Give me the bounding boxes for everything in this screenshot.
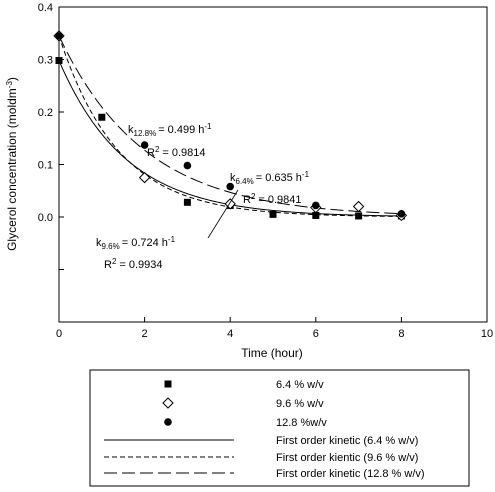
legend-entry-12-8: 12.8 %w/v: [164, 417, 327, 429]
annotation-9-6: k9.6% = 0.724 h-1 R2 = 0.9934: [96, 235, 176, 271]
data-points-layer: [53, 30, 408, 222]
legend-entry-fit-6-4: First order kinetic (6.4 % w/v): [104, 435, 418, 447]
legend-entry-fit-9-6: First order kientic (9.6 % w/v): [104, 452, 418, 464]
x-tick-label: 0: [56, 328, 62, 340]
legend-diamond-marker: [162, 397, 174, 409]
svg-text:R2= 0.9814: R2 = 0.9814: [147, 145, 206, 159]
x-axis-title: Time (hour): [241, 346, 303, 360]
legend-entry-fit-12-8: First order kinetic (12.8 % w/v): [104, 468, 425, 480]
data-point-diamond: [138, 171, 151, 184]
legend-box: [89, 369, 470, 487]
legend-entry-9-6: 9.6 % w/v: [162, 397, 324, 410]
data-point-circle: [140, 141, 149, 149]
data-point-square: [183, 198, 191, 206]
ticks-layer: 0 2 4 6 8 10 0.0 0.1 0.2 0.3 0.4: [38, 2, 493, 340]
annotation-6-4: k6.4% = 0.635 h-1 R2 = 0.9841: [207, 170, 310, 239]
x-tick-label: 6: [313, 328, 319, 340]
y-tick-label: 0.0: [38, 212, 53, 224]
legend-label: First order kinetic (6.4 % w/v): [276, 435, 418, 447]
data-point-circle: [397, 210, 406, 218]
data-point-square: [312, 211, 320, 219]
y-tick-label: 0.2: [38, 107, 53, 119]
x-tick-label: 2: [142, 328, 148, 340]
legend-label: First order kinetic (12.8 % w/v): [276, 468, 425, 480]
data-point-diamond: [352, 200, 365, 213]
x-tick-label: 8: [398, 328, 404, 340]
legend-label: 6.4 % w/v: [276, 379, 324, 391]
svg-text:R2= 0.9841: R2 = 0.9841: [243, 192, 302, 206]
data-point-circle: [183, 161, 192, 170]
svg-text:k6.4%= 0.635 h-1: k6.4% = 0.635 h-1: [230, 170, 310, 186]
legend-circle-marker: [164, 418, 172, 426]
data-point-square: [269, 210, 277, 218]
x-tick-label: 10: [481, 328, 493, 340]
legend-label: 9.6 % w/v: [276, 398, 324, 410]
y-axis-title: Glycerol concentration (moldm-3): [5, 77, 19, 251]
data-point-square: [55, 57, 63, 65]
svg-text:R2= 0.9934: R2 = 0.9934: [104, 257, 163, 271]
data-point-circle: [312, 201, 320, 210]
legend-square-marker: [164, 380, 172, 388]
data-point-square: [98, 113, 106, 121]
y-tick-label: 0.4: [38, 2, 53, 14]
y-tick-label: 0.1: [38, 160, 53, 172]
x-tick-label: 4: [227, 328, 233, 340]
data-point-circle: [55, 32, 63, 40]
plot-frame: [58, 6, 488, 323]
data-point-square: [355, 212, 363, 220]
legend-entry-6-4: 6.4 % w/v: [164, 379, 324, 391]
annotation-6-4-leader: [207, 189, 239, 239]
svg-text:k9.6%= 0.724 h-1: k9.6% = 0.724 h-1: [96, 235, 176, 251]
svg-text:k12.8%= 0.499 h-1: k12.8% = 0.499 h-1: [128, 122, 212, 138]
data-point-circle: [226, 182, 234, 191]
annotation-12-8: k12.8% = 0.499 h-1 R2 = 0.9814: [128, 122, 212, 159]
legend-label: 12.8 %w/v: [276, 417, 327, 429]
legend-label: First order kientic (9.6 % w/v): [276, 452, 418, 464]
y-tick-label: 0.3: [38, 55, 53, 67]
fit-curve-long-dash: [58, 35, 402, 215]
